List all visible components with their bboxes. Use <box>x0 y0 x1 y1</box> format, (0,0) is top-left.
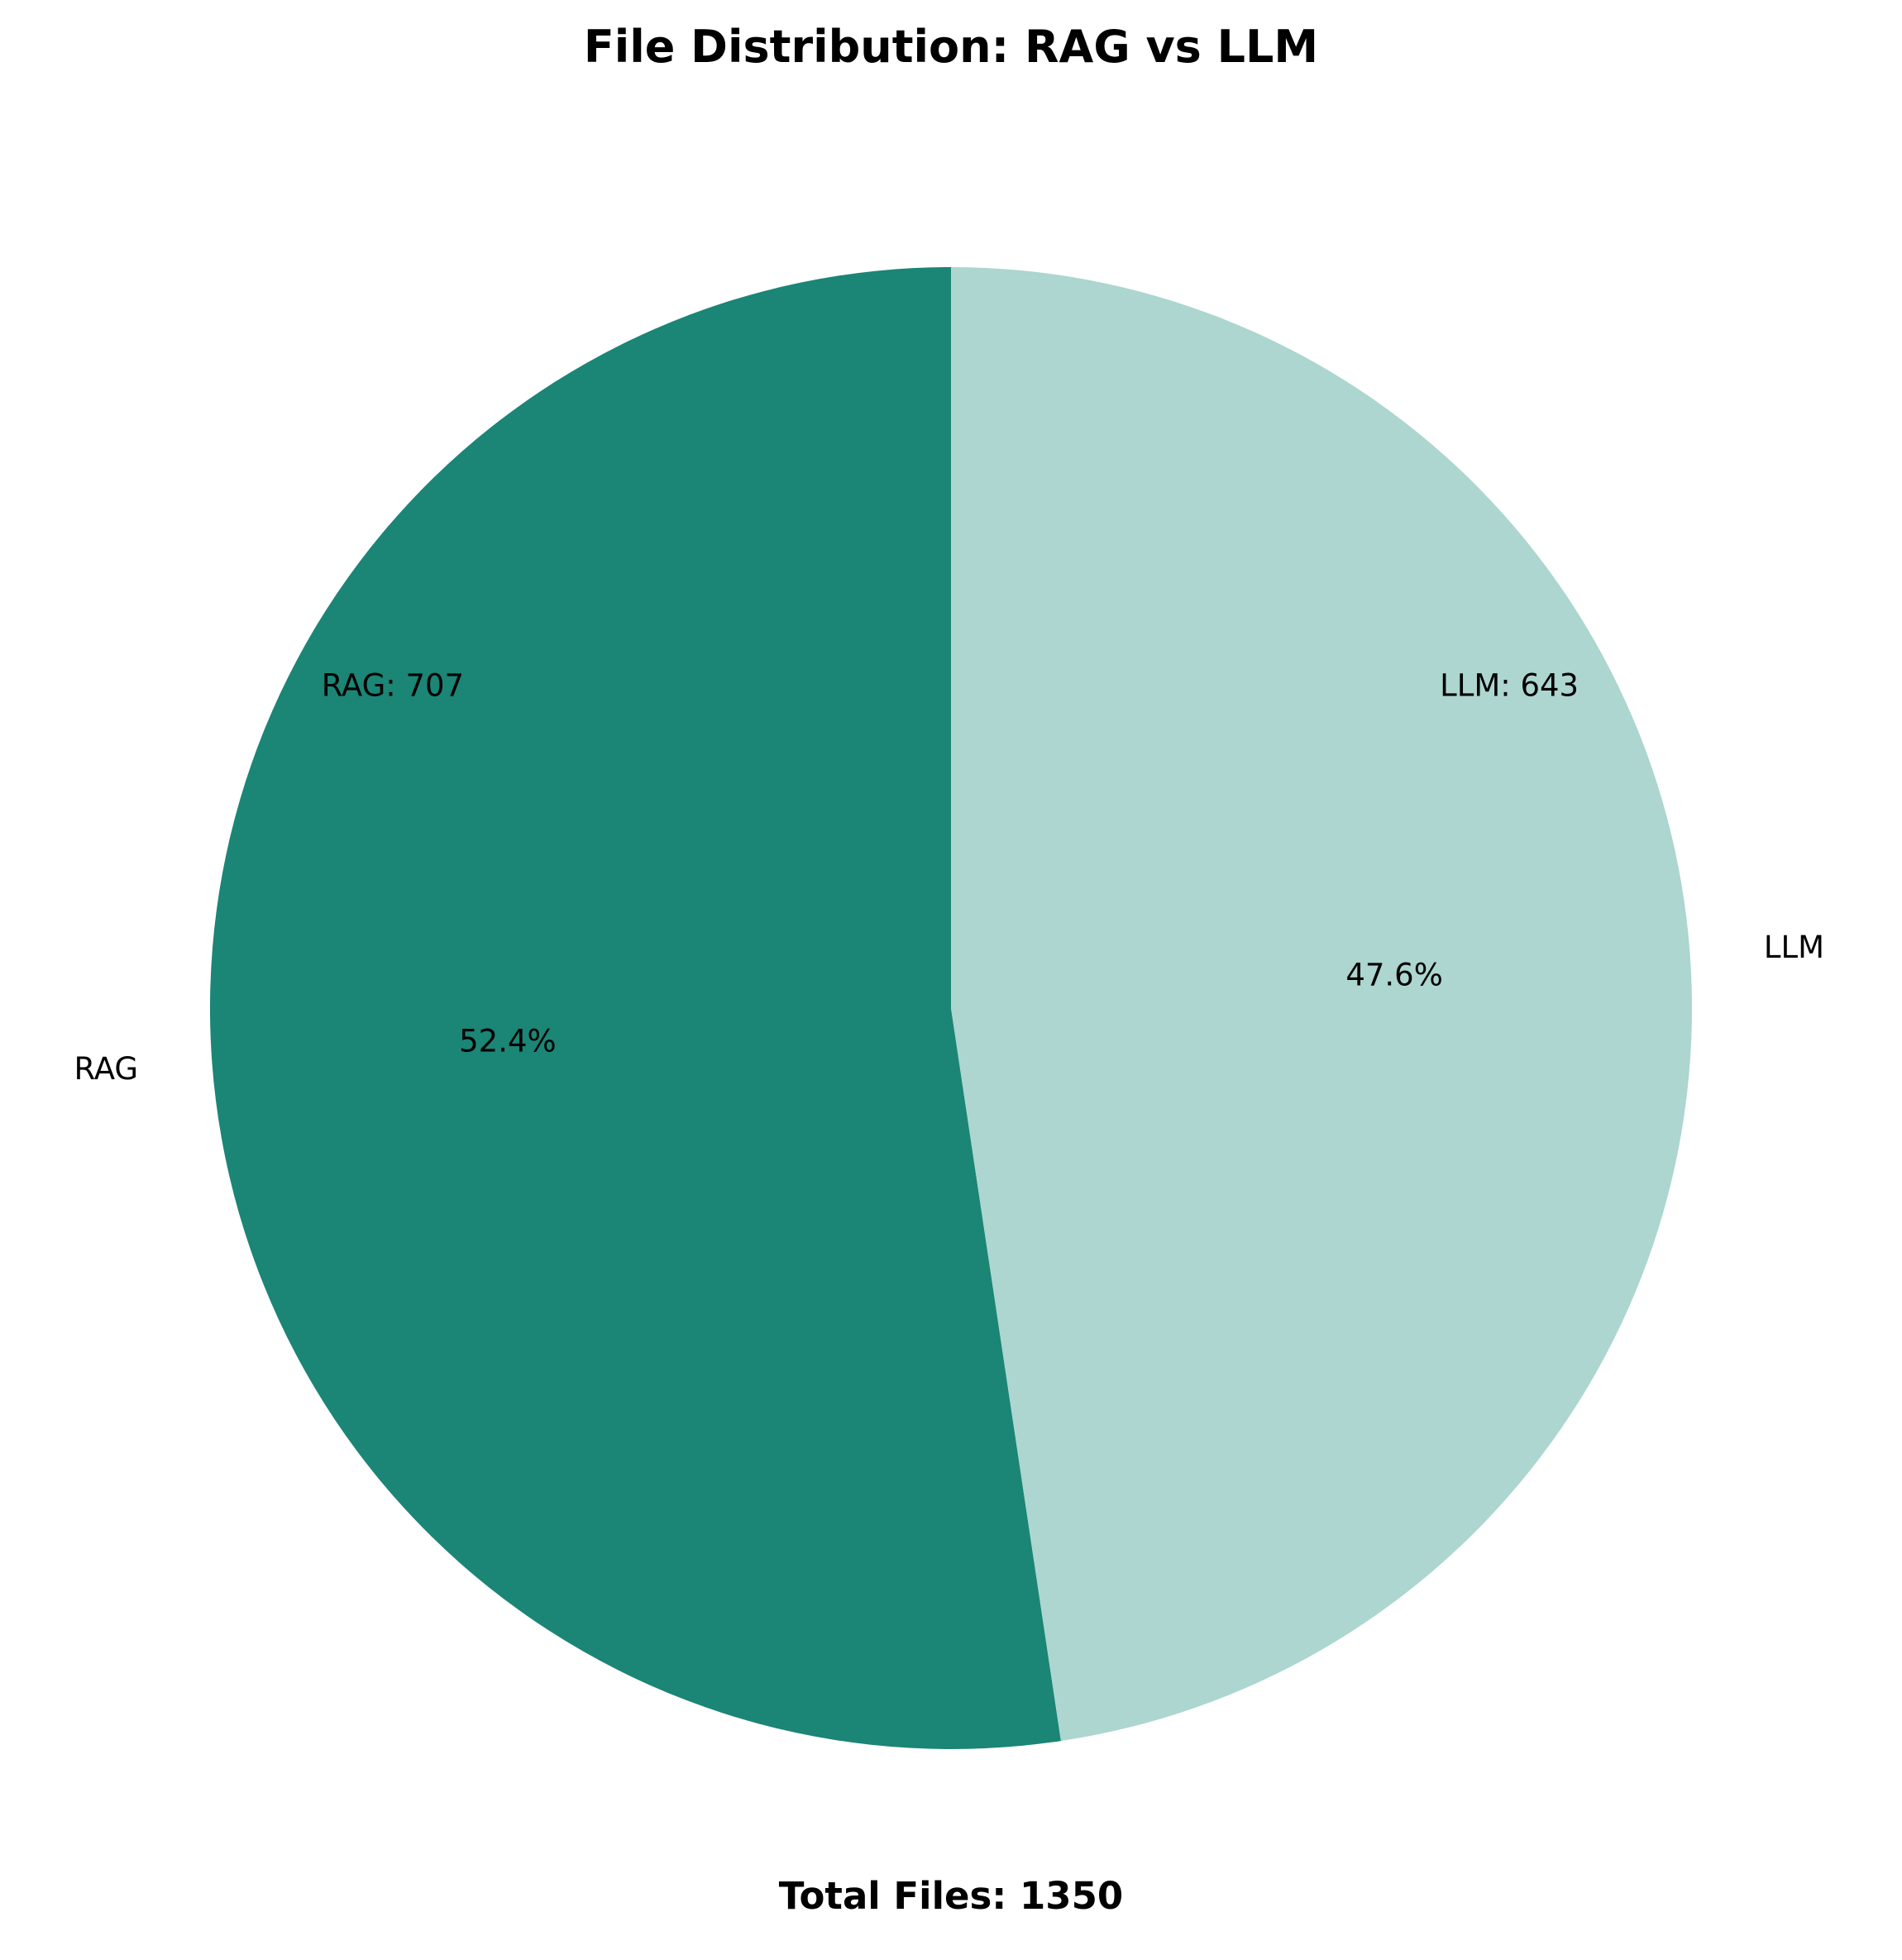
pie-slices <box>209 267 1692 1749</box>
pie-slice-llm <box>951 267 1692 1742</box>
count-label-llm: LLM: 643 <box>1440 668 1579 704</box>
count-label-rag: RAG: 707 <box>322 668 464 704</box>
total-files-label: Total Files: 1350 <box>779 1874 1123 1918</box>
chart-title: File Distribution: RAG vs LLM <box>584 21 1318 73</box>
slice-label-rag: RAG <box>74 1051 139 1087</box>
pie-labels: RAG 52.4% LLM 47.6% RAG: 707 LLM: 643 <box>74 668 1825 1087</box>
slice-label-llm: LLM <box>1764 930 1824 965</box>
percent-label-llm: 47.6% <box>1345 958 1443 993</box>
pie-slice-rag <box>209 267 1061 1749</box>
percent-label-rag: 52.4% <box>459 1024 557 1059</box>
